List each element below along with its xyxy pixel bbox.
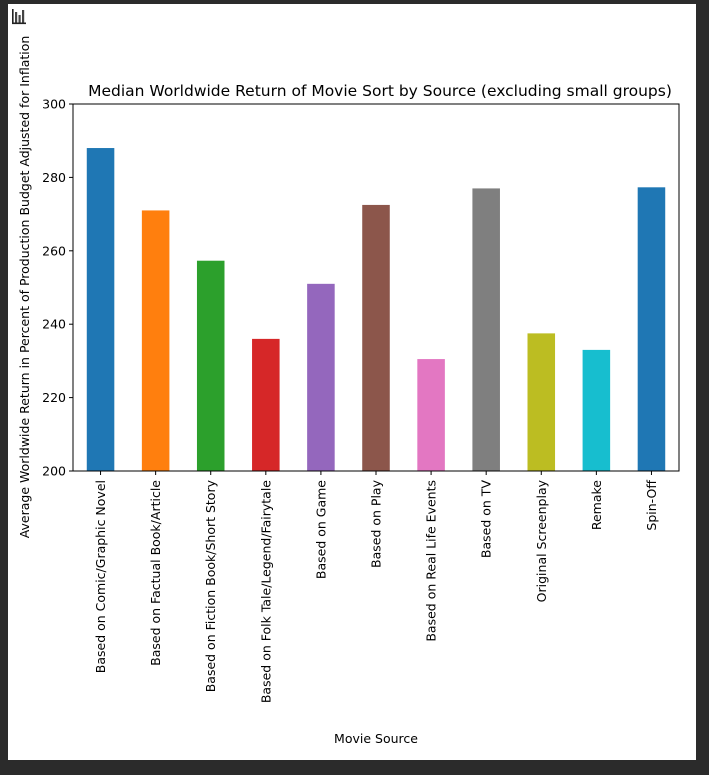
- y-tick-label: 200: [42, 464, 66, 479]
- y-axis: 200 220 240 260 280 300: [42, 97, 73, 479]
- x-tick-label: Based on Real Life Events: [424, 480, 439, 642]
- y-axis-label: Average Worldwide Return in Percent of P…: [17, 36, 32, 539]
- bar: [86, 148, 115, 472]
- x-tick-label: Based on Play: [369, 479, 384, 568]
- bar: [637, 187, 666, 471]
- y-tick-label: 260: [42, 243, 66, 258]
- figure-frame: Median Worldwide Return of Movie Sort by…: [8, 4, 696, 760]
- bar: [582, 349, 611, 471]
- x-tick-label: Based on TV: [479, 480, 494, 559]
- x-tick-label: Based on Folk Tale/Legend/Fairytale: [258, 480, 273, 703]
- chart: Median Worldwide Return of Movie Sort by…: [17, 36, 680, 746]
- bar: [252, 338, 280, 471]
- bar: [307, 283, 335, 471]
- bar: [196, 260, 225, 471]
- x-tick-label: Based on Fiction Book/Short Story: [203, 479, 218, 692]
- bar: [417, 359, 445, 471]
- x-axis-label: Movie Source: [334, 731, 418, 746]
- bar: [527, 333, 556, 471]
- x-tick-label: Based on Comic/Graphic Novel: [93, 480, 108, 673]
- bars: [86, 148, 666, 472]
- y-tick-label: 220: [42, 390, 66, 405]
- bar: [472, 188, 500, 471]
- bar-chart-icon: [12, 9, 26, 25]
- y-tick-label: 280: [42, 170, 66, 185]
- x-tick-label: Based on Game: [313, 480, 328, 579]
- chart-title: Median Worldwide Return of Movie Sort by…: [88, 82, 672, 100]
- x-tick-label: Original Screenplay: [534, 479, 549, 602]
- bar: [141, 210, 170, 471]
- x-tick-label: Spin-Off: [644, 480, 659, 531]
- bar: [362, 204, 390, 472]
- y-tick-label: 240: [42, 317, 66, 332]
- y-tick-label: 300: [42, 97, 66, 112]
- x-tick-label: Based on Factual Book/Article: [148, 480, 163, 666]
- x-tick-label: Remake: [589, 480, 604, 530]
- x-axis: Based on Comic/Graphic Novel Based on Fac…: [93, 471, 659, 703]
